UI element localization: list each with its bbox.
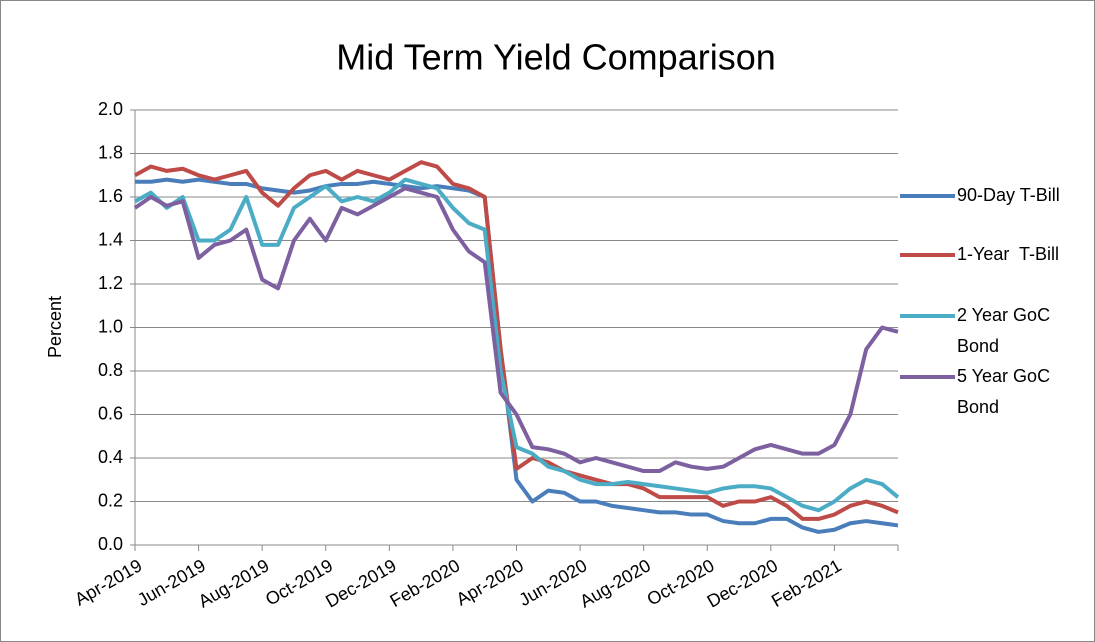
y-tick-label: 1.6: [98, 186, 123, 206]
x-tick-label: Dec-2019: [322, 555, 400, 611]
x-tick-label: Feb-2020: [387, 555, 464, 611]
x-tick-label: Jun-2020: [515, 555, 590, 610]
y-tick-label: 1.4: [98, 229, 123, 249]
series-line: [133, 186, 899, 474]
x-tick-label: Oct-2020: [643, 555, 717, 609]
y-tick-label: 2.0: [98, 99, 123, 119]
x-tick-label: Feb-2021: [768, 555, 845, 611]
y-tick-label: 0.4: [98, 447, 123, 467]
y-tick-label: 1.2: [98, 273, 123, 293]
x-tick-label: Apr-2019: [71, 555, 145, 609]
y-tick-label: 0.8: [98, 360, 123, 380]
legend-entry: 5 Year GoC Bond: [957, 366, 1056, 417]
y-tick-label: 0.6: [98, 403, 123, 423]
legend-entry: 2 Year GoC Bond: [957, 305, 1056, 356]
series-line: [135, 177, 899, 534]
x-tick-label: Dec-2020: [704, 555, 782, 611]
legend-entry: 90-Day T-Bill: [957, 185, 1060, 205]
y-tick-label: 0.0: [98, 534, 123, 554]
y-axis-label: Percent: [45, 296, 65, 358]
series-line: [134, 160, 899, 521]
series-line: [134, 177, 900, 513]
y-tick-label: 1.8: [98, 142, 123, 162]
x-tick-label: Oct-2019: [262, 555, 336, 609]
x-tick-label: Apr-2020: [453, 555, 527, 609]
x-tick-label: Aug-2020: [576, 555, 654, 611]
y-tick-label: 1.0: [98, 316, 123, 336]
x-tick-label: Jun-2019: [134, 555, 209, 610]
y-tick-label: 0.2: [98, 490, 123, 510]
x-tick-label: Aug-2019: [195, 555, 273, 611]
legend-entry: 1-Year T-Bill: [957, 244, 1060, 264]
chart-title: Mid Term Yield Comparison: [336, 37, 776, 78]
